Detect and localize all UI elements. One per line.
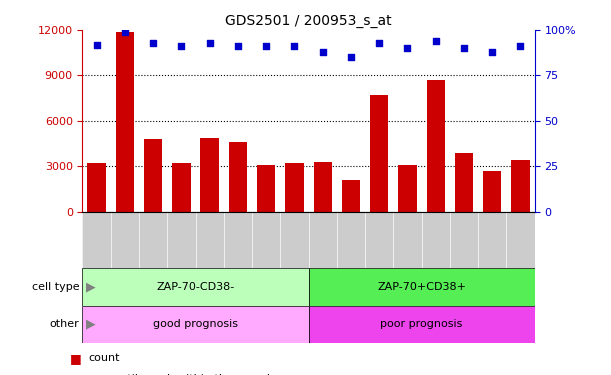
Bar [229, 142, 247, 212]
Point [346, 54, 356, 60]
Text: count: count [89, 353, 120, 363]
Bar [257, 165, 276, 212]
Text: cell type: cell type [32, 282, 79, 292]
Bar [483, 171, 502, 212]
Point [375, 40, 384, 46]
Point [233, 44, 243, 50]
Point [205, 40, 214, 46]
Point [488, 49, 497, 55]
Bar [285, 164, 304, 212]
Text: ZAP-70+CD38+: ZAP-70+CD38+ [377, 282, 466, 292]
Bar [398, 165, 417, 212]
Bar [511, 160, 530, 212]
Point [290, 44, 299, 50]
Text: good prognosis: good prognosis [153, 320, 238, 329]
Point [516, 44, 525, 50]
Point [459, 45, 469, 51]
Text: percentile rank within the sample: percentile rank within the sample [89, 374, 276, 375]
Bar [342, 180, 360, 212]
Point [177, 44, 186, 50]
Text: other: other [49, 320, 79, 329]
Bar [309, 306, 535, 343]
Bar [313, 162, 332, 212]
Text: ■: ■ [70, 372, 82, 375]
Bar [115, 32, 134, 212]
Text: ZAP-70-CD38-: ZAP-70-CD38- [156, 282, 235, 292]
Text: poor prognosis: poor prognosis [381, 320, 463, 329]
Bar [82, 306, 309, 343]
Point [403, 45, 412, 51]
Point [148, 40, 158, 46]
Bar [144, 139, 163, 212]
Point [431, 38, 441, 44]
Bar [370, 95, 389, 212]
Title: GDS2501 / 200953_s_at: GDS2501 / 200953_s_at [225, 13, 392, 28]
Bar [82, 268, 309, 306]
Bar [87, 164, 106, 212]
Bar [455, 153, 473, 212]
Text: ▶: ▶ [86, 280, 95, 293]
Bar [172, 164, 191, 212]
Point [262, 44, 271, 50]
Text: ■: ■ [70, 352, 82, 364]
Point [120, 29, 130, 35]
Bar [200, 138, 219, 212]
Point [92, 42, 101, 48]
Bar [309, 268, 535, 306]
Bar [426, 80, 445, 212]
Point [318, 49, 327, 55]
Text: ▶: ▶ [86, 318, 95, 331]
